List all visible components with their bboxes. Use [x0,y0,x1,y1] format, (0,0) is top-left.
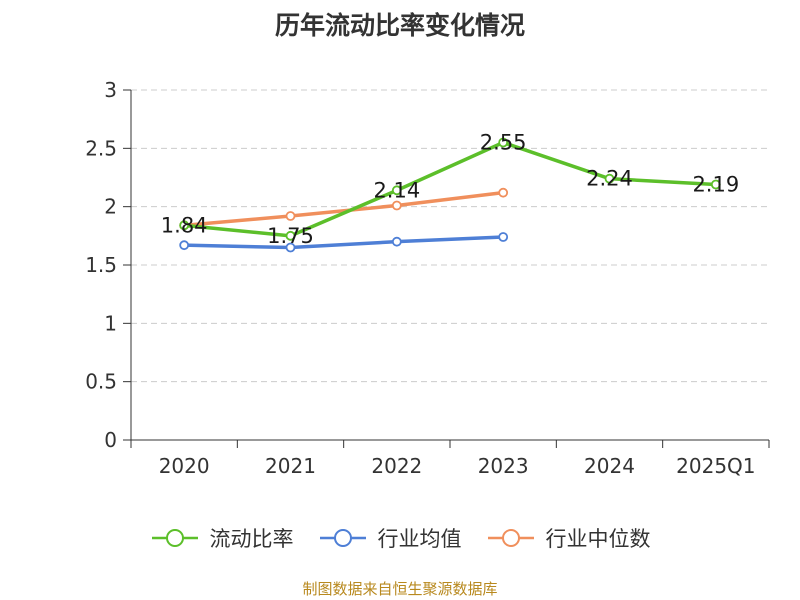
legend-label: 流动比率 [209,527,294,551]
y-tick-label: 2 [104,195,117,219]
x-tick-label: 2024 [584,454,635,478]
legend-line-marker-icon [151,529,198,547]
legend-item-industry-median[interactable]: 行业中位数 [486,523,651,553]
series-line [184,235,504,250]
data-point [391,185,402,196]
data-label: 2.24 [586,167,633,191]
data-point [179,240,190,251]
series-layer [179,137,721,253]
y-tick-label: 2.5 [85,136,117,160]
x-tick-label: 2025Q1 [676,454,755,478]
series-line [184,190,504,228]
axis-layer: 0 0.5 1 1.5 2 2.5 3 2020 2021 2022 2023 2024 2025Q1 [85,78,770,478]
legend-label: 行业中位数 [545,527,651,551]
series-line [183,140,716,238]
x-tick-label: 2020 [159,454,210,478]
data-point [285,242,296,253]
data-label: 1.84 [161,213,208,237]
y-tick-label: 0.5 [85,370,117,394]
data-point [604,173,615,184]
data-label: 2.14 [373,178,420,202]
data-point [179,220,190,231]
x-tick-label: 2023 [478,454,529,478]
legend-item-industry-mean[interactable]: 行业均值 [318,523,462,553]
data-point [710,179,721,190]
y-tick-label: 0 [104,428,117,452]
x-tick-label: 2021 [265,454,316,478]
x-tick-label: 2022 [371,454,422,478]
legend: 流动比率 行业均值 行业中位数 [0,518,800,558]
source-note: 制图数据来自恒生聚源数据库 [302,580,498,598]
data-point [285,230,296,241]
data-label: 2.19 [692,173,739,197]
data-label: 1.75 [267,224,314,248]
legend-item-current-ratio[interactable]: 流动比率 [150,523,294,553]
data-point [391,236,402,247]
legend-line-marker-icon [319,529,366,547]
data-label-layer: 1.84 1.75 2.14 2.55 2.24 2.19 [161,131,739,248]
y-tick-label: 1 [104,311,117,335]
data-point [498,137,509,148]
chart-title: 历年流动比率变化情况 [274,11,525,40]
y-tick-label: 3 [104,78,117,102]
data-point [498,232,509,242]
grid-layer [131,89,769,383]
legend-line-marker-icon [487,529,534,547]
data-point [285,211,296,221]
legend-label: 行业均值 [377,527,462,551]
y-tick-label: 1.5 [85,253,117,277]
data-point [498,187,509,198]
data-label: 2.55 [480,131,527,155]
data-point [391,200,402,211]
